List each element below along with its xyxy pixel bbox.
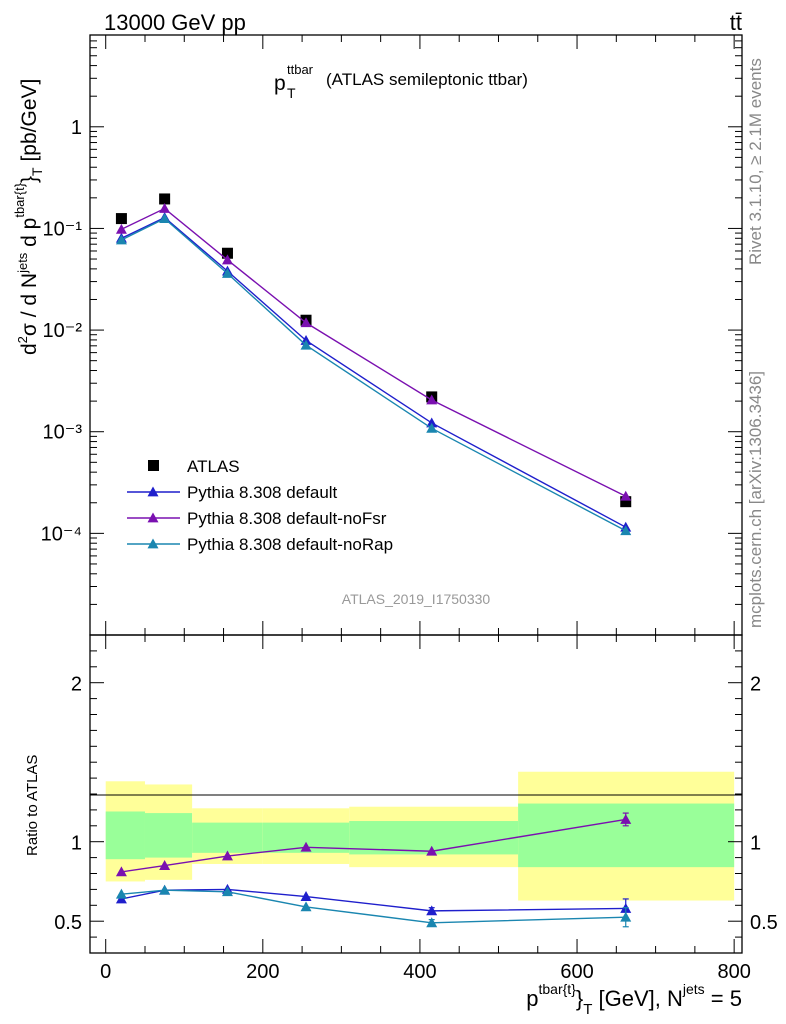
series-line xyxy=(121,217,627,532)
ratio-line xyxy=(121,818,626,873)
y-tick-label: 10⁻³ xyxy=(43,422,83,444)
main-y-axis-label: d2σ / d Njets d ptbar{t}}T [pb/GeV] xyxy=(12,79,45,355)
rivet-label: Rivet 3.1.10, ≥ 2.1M events xyxy=(746,58,765,265)
y-tick-label: 1 xyxy=(71,117,82,139)
series-pythia-8-308-default-norap xyxy=(115,213,632,536)
x-tick-label: 200 xyxy=(246,961,279,983)
x-tick-label: 400 xyxy=(403,961,436,983)
plot-title-sup: ttbar xyxy=(287,62,314,77)
data-point xyxy=(115,213,127,225)
data-point xyxy=(426,394,438,405)
main-y-label-d2sigma: d2σ / d Njets d ptbar{t}}T [pb/GeV] xyxy=(12,79,45,355)
data-point xyxy=(620,496,632,508)
series-pythia-8-308-default-nofsr xyxy=(115,203,632,501)
y-tick-label: 10⁻¹ xyxy=(43,218,83,240)
main-panel: 1 10⁻¹ 10⁻² 10⁻³ 10⁻⁴ p ttbar T (ATLAS semil… xyxy=(12,34,743,636)
ratio-point xyxy=(426,845,438,856)
legend: ATLAS Pythia 8.308 default Pythia 8.308 de… xyxy=(127,457,393,554)
ratio-point xyxy=(300,901,312,912)
x-tick-label: 0 xyxy=(100,961,111,983)
legend-label: Pythia 8.308 default-noRap xyxy=(187,535,393,554)
ratio-y-tick-label-right: 1 xyxy=(750,833,761,855)
legend-marker xyxy=(147,486,159,497)
legend-marker xyxy=(147,538,159,549)
legend-label: ATLAS xyxy=(187,457,240,476)
data-point xyxy=(159,193,171,205)
beam-label: 13000 GeV pp xyxy=(104,10,246,35)
main-series xyxy=(115,193,632,536)
process-label: tt̄ xyxy=(730,10,742,35)
plot-title-rest: (ATLAS semileptonic ttbar) xyxy=(326,70,528,89)
ratio-series xyxy=(115,812,632,928)
main-y-ticks: 1 10⁻¹ 10⁻² 10⁻³ 10⁻⁴ xyxy=(41,35,742,636)
data-point xyxy=(115,234,127,245)
ratio-point xyxy=(620,813,632,824)
legend-marker xyxy=(147,512,159,523)
ratio-point xyxy=(426,917,438,928)
ratio-point xyxy=(300,841,312,852)
legend-item: Pythia 8.308 default xyxy=(127,483,338,502)
plot-title-sub: T xyxy=(287,85,296,101)
analysis-id: ATLAS_2019_I1750330 xyxy=(342,591,491,607)
inner-band xyxy=(144,813,193,858)
data-point xyxy=(620,490,632,501)
ratio-y-label: Ratio to ATLAS xyxy=(24,755,41,856)
inner-band xyxy=(105,811,145,860)
data-point xyxy=(426,417,438,428)
data-point xyxy=(115,223,127,234)
x-tick-label: 800 xyxy=(717,961,750,983)
legend-marker xyxy=(148,460,159,471)
ratio-pythia-8-308-default-nofsr xyxy=(115,812,632,877)
ratio-point xyxy=(300,891,312,901)
ratio-y-tick-label-left: 1 xyxy=(71,833,82,855)
data-point xyxy=(221,268,233,278)
ratio-point xyxy=(159,884,171,895)
ratio-point xyxy=(221,886,233,897)
data-point xyxy=(159,203,171,213)
plot-title: p ttbar T (ATLAS semileptonic ttbar) xyxy=(274,62,528,101)
legend-item: Pythia 8.308 default-noFsr xyxy=(127,509,387,528)
data-point xyxy=(159,213,171,223)
ratio-point xyxy=(115,888,127,899)
legend-label: Pythia 8.308 default xyxy=(187,483,338,502)
ratio-y-tick-label-left: 0.5 xyxy=(54,912,82,934)
data-point xyxy=(221,254,233,265)
data-point xyxy=(300,339,312,350)
mcplots-label: mcplots.cern.ch [arXiv:1306.3436] xyxy=(746,371,765,628)
y-tick-label: 10⁻² xyxy=(43,320,83,342)
ratio-point xyxy=(221,850,233,861)
inner-band xyxy=(192,822,263,853)
x-tick-label: 600 xyxy=(560,961,593,983)
data-point xyxy=(426,422,438,433)
series-line xyxy=(121,207,627,497)
ratio-point xyxy=(426,905,438,916)
series-line xyxy=(121,216,627,528)
ratio-pythia-8-308-default-norap xyxy=(115,884,632,928)
legend-label: Pythia 8.308 default-noFsr xyxy=(187,509,387,528)
legend-item: Pythia 8.308 default-noRap xyxy=(127,535,393,554)
ratio-line xyxy=(121,889,626,924)
legend-item: ATLAS xyxy=(148,457,240,476)
ratio-point xyxy=(115,866,127,877)
ratio-panel: 0.5 0.5 1 1 2 2 0 200 400 600 800 Ratio to ATLAS p… xyxy=(24,634,778,1018)
ratio-y-tick-label-right: 0.5 xyxy=(750,912,778,934)
x-axis-label: ptbar{t}}T [GeV], Njets = 5 xyxy=(526,981,742,1018)
ratio-y-tick-label-left: 2 xyxy=(71,674,82,696)
ratio-y-tick-label-right: 2 xyxy=(750,674,761,696)
y-tick-label: 10⁻⁴ xyxy=(41,523,82,545)
plot-title-main: p xyxy=(274,72,286,95)
ratio-point xyxy=(620,911,632,922)
data-point xyxy=(300,317,312,328)
uncertainty-bands xyxy=(105,771,735,901)
ratio-ticks: 0.5 0.5 1 1 2 2 0 200 400 600 800 xyxy=(54,635,778,983)
ratio-line xyxy=(121,888,626,912)
data-point xyxy=(620,525,632,536)
ratio-point xyxy=(159,860,171,870)
data-point xyxy=(221,247,233,259)
